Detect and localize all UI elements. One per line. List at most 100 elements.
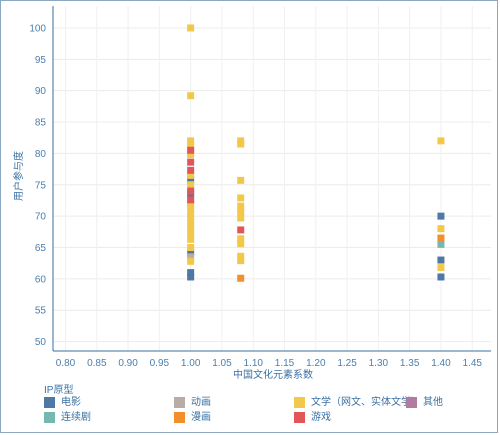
y-tick-label: 70	[35, 212, 47, 223]
legend-item: 动画	[174, 397, 211, 409]
data-point	[187, 244, 195, 251]
data-point	[187, 273, 195, 281]
data-point	[237, 274, 245, 282]
grid-lines	[53, 6, 491, 351]
x-tick-label: 1.10	[243, 358, 263, 369]
legend-label: 漫画	[191, 412, 211, 423]
legend-label: 电影	[61, 397, 81, 408]
x-tick-label: 1.00	[181, 358, 201, 369]
data-point	[237, 194, 245, 202]
legend-item: 连续剧	[44, 412, 91, 424]
legend-item: 电影	[44, 397, 81, 409]
legend-label: 连续剧	[61, 412, 91, 423]
x-tick-label: 1.25	[337, 358, 357, 369]
data-point	[187, 269, 195, 277]
x-tick-label: 1.15	[275, 358, 295, 369]
y-tick-label: 80	[35, 149, 47, 160]
y-tick-label: 55	[35, 306, 47, 317]
legend-label: 文学（网文、实体文学）	[311, 397, 421, 408]
x-axis-title: 中国文化元素系数	[233, 368, 313, 381]
data-point	[437, 234, 445, 242]
data-point	[437, 137, 445, 145]
data-point	[187, 187, 195, 195]
data-point	[187, 176, 195, 184]
data-points	[187, 24, 445, 282]
y-tick-label: 85	[35, 118, 47, 129]
data-point	[187, 212, 195, 220]
legend-swatch	[44, 397, 55, 408]
data-point	[237, 208, 245, 216]
data-point	[237, 226, 245, 234]
data-point	[187, 146, 195, 154]
x-tick-labels: 0.80 0.85 0.90 0.95 1.00 1.05 1.10 1.15 1.20 1.25…	[56, 358, 483, 369]
data-point	[437, 240, 445, 248]
data-point	[187, 137, 195, 145]
data-point	[187, 166, 195, 174]
y-tick-label: 95	[35, 55, 47, 66]
y-tick-label: 65	[35, 243, 47, 254]
data-point	[237, 240, 245, 248]
data-point	[187, 218, 195, 226]
legend-item: 游戏	[294, 412, 331, 424]
data-point	[187, 253, 195, 261]
data-point	[187, 24, 195, 32]
x-tick-label: 0.95	[150, 358, 170, 369]
y-tick-label: 100	[29, 23, 46, 34]
y-axis-title: 用户参与度	[12, 151, 25, 201]
data-point	[437, 273, 445, 281]
legend-swatch	[406, 397, 417, 408]
data-point	[187, 235, 195, 243]
data-point	[187, 200, 195, 208]
data-point	[187, 206, 195, 214]
data-point	[187, 257, 195, 265]
x-tick-label: 1.05	[212, 358, 232, 369]
data-point	[187, 181, 195, 189]
y-tick-label: 60	[35, 274, 47, 285]
legend-label: 其他	[423, 397, 443, 408]
data-point	[237, 140, 245, 148]
data-point	[187, 158, 195, 166]
axes	[52, 6, 491, 352]
y-tick-label: 75	[35, 180, 47, 191]
data-point	[437, 264, 445, 272]
legend-swatch	[44, 412, 55, 423]
x-tick-label: 1.20	[306, 358, 326, 369]
x-tick-label: 0.80	[56, 358, 76, 369]
legend-swatch	[294, 397, 305, 408]
legend-item: 其他	[406, 397, 443, 409]
legend-item: 漫画	[174, 412, 211, 424]
x-tick-label: 1.35	[400, 358, 420, 369]
data-point	[187, 196, 195, 204]
data-point	[237, 252, 245, 260]
data-point	[237, 176, 245, 184]
legend-item: 文学（网文、实体文学）	[294, 397, 421, 409]
legend-label: 动画	[191, 397, 211, 408]
data-point	[437, 256, 445, 264]
data-point	[187, 223, 195, 231]
data-point	[187, 249, 195, 257]
legend-swatch	[174, 397, 185, 408]
data-point	[187, 230, 195, 238]
scatter-plot: 50 55 60 65 70 75 80 85 90 95 100 0.80 0.85 0.90 0.95…	[12, 6, 491, 381]
data-point	[437, 212, 445, 220]
data-point	[237, 235, 245, 243]
data-point	[237, 214, 245, 222]
y-tick-label: 90	[35, 86, 47, 97]
legend-swatch	[174, 412, 185, 423]
data-point	[187, 171, 195, 179]
x-tick-label: 0.85	[87, 358, 107, 369]
x-tick-label: 1.30	[369, 358, 389, 369]
y-tick-labels: 50 55 60 65 70 75 80 85 90 95 100	[29, 23, 46, 348]
data-point	[237, 257, 245, 265]
legend-label: 游戏	[311, 412, 331, 423]
x-tick-label: 1.40	[431, 358, 451, 369]
legend-swatch	[294, 412, 305, 423]
data-point	[437, 225, 445, 233]
legend-title: IP原型	[44, 385, 74, 396]
data-point	[187, 92, 195, 100]
x-tick-label: 0.90	[118, 358, 138, 369]
data-point	[187, 151, 195, 159]
x-tick-label: 1.45	[462, 358, 482, 369]
y-tick-label: 50	[35, 337, 47, 348]
